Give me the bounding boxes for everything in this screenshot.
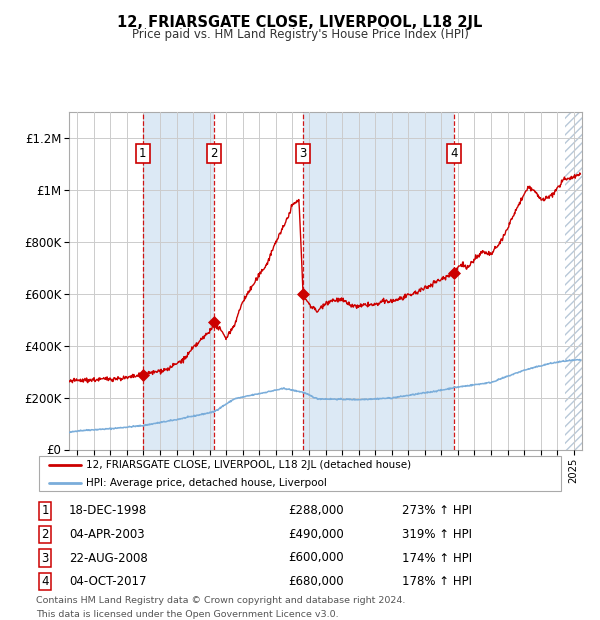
Text: 4: 4 <box>450 148 458 161</box>
Text: £490,000: £490,000 <box>288 528 344 541</box>
Text: 174% ↑ HPI: 174% ↑ HPI <box>402 552 472 564</box>
Text: £288,000: £288,000 <box>288 505 344 517</box>
Bar <box>565 112 582 450</box>
Text: 2: 2 <box>41 528 49 541</box>
Text: 18-DEC-1998: 18-DEC-1998 <box>69 505 147 517</box>
Text: 178% ↑ HPI: 178% ↑ HPI <box>402 575 472 588</box>
Text: 319% ↑ HPI: 319% ↑ HPI <box>402 528 472 541</box>
Text: 4: 4 <box>41 575 49 588</box>
Text: 04-APR-2003: 04-APR-2003 <box>69 528 145 541</box>
Text: 1: 1 <box>139 148 146 161</box>
Bar <box>69 112 143 450</box>
Text: 3: 3 <box>299 148 307 161</box>
Text: This data is licensed under the Open Government Licence v3.0.: This data is licensed under the Open Gov… <box>36 610 338 619</box>
Text: 1: 1 <box>41 505 49 517</box>
Text: 12, FRIARSGATE CLOSE, LIVERPOOL, L18 2JL: 12, FRIARSGATE CLOSE, LIVERPOOL, L18 2JL <box>118 16 482 30</box>
Bar <box>214 112 303 450</box>
Text: 3: 3 <box>41 552 49 564</box>
Text: £680,000: £680,000 <box>288 575 344 588</box>
Text: 273% ↑ HPI: 273% ↑ HPI <box>402 505 472 517</box>
Text: 12, FRIARSGATE CLOSE, LIVERPOOL, L18 2JL (detached house): 12, FRIARSGATE CLOSE, LIVERPOOL, L18 2JL… <box>86 460 411 470</box>
Text: 2: 2 <box>210 148 218 161</box>
Text: 04-OCT-2017: 04-OCT-2017 <box>69 575 146 588</box>
FancyBboxPatch shape <box>38 456 562 491</box>
Text: 22-AUG-2008: 22-AUG-2008 <box>69 552 148 564</box>
Bar <box>303 112 454 450</box>
Text: HPI: Average price, detached house, Liverpool: HPI: Average price, detached house, Live… <box>86 477 327 487</box>
Text: £600,000: £600,000 <box>288 552 344 564</box>
Text: Contains HM Land Registry data © Crown copyright and database right 2024.: Contains HM Land Registry data © Crown c… <box>36 596 406 606</box>
Bar <box>454 112 565 450</box>
Bar <box>143 112 214 450</box>
Text: Price paid vs. HM Land Registry's House Price Index (HPI): Price paid vs. HM Land Registry's House … <box>131 28 469 41</box>
